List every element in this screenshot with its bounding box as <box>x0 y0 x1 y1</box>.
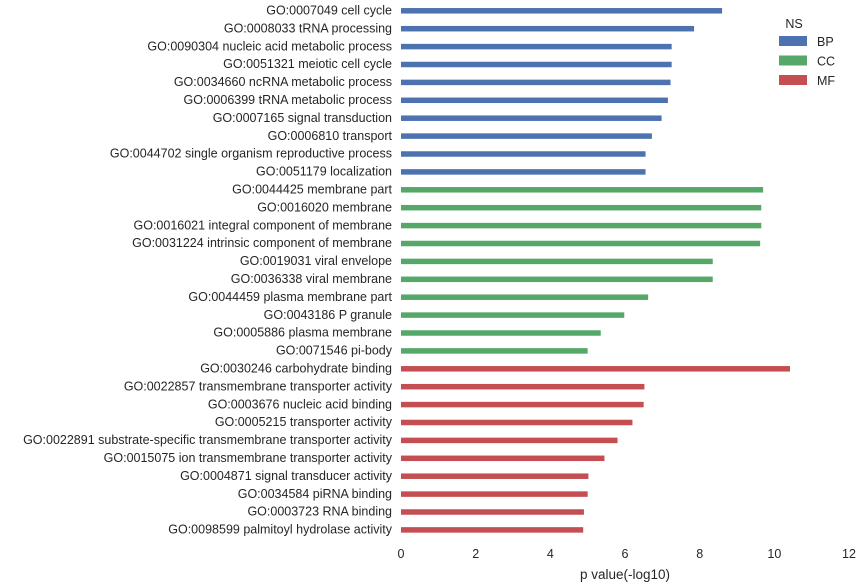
bar-mf <box>401 455 605 462</box>
bar-cc <box>401 348 588 354</box>
legend-label-cc: CC <box>817 55 835 69</box>
category-label: GO:0015075 ion transmembrane transporter… <box>104 451 393 465</box>
bar-bp <box>401 43 672 50</box>
bar-cc <box>401 187 764 193</box>
bar-cc <box>401 222 762 229</box>
bar-cc <box>401 276 713 283</box>
legend-swatch-cc <box>779 55 807 66</box>
category-label: GO:0006810 transport <box>268 129 393 143</box>
category-label: GO:0098599 palmitoyl hydrolase activity <box>168 523 392 537</box>
x-axis-title: p value(-log10) <box>580 567 670 582</box>
category-label: GO:0007165 signal transduction <box>213 111 392 125</box>
legend-swatch-mf <box>779 75 807 85</box>
bar-mf <box>401 437 618 444</box>
x-tick-label: 6 <box>622 547 629 561</box>
category-label: GO:0016020 membrane <box>257 200 392 214</box>
bar-bp <box>401 25 695 32</box>
category-label: GO:0005886 plasma membrane <box>213 326 392 340</box>
bar-mf <box>401 419 633 426</box>
bar-mf <box>401 473 589 479</box>
category-label: GO:0004871 signal transducer activity <box>180 469 393 483</box>
category-label: GO:0008033 tRNA processing <box>224 21 392 35</box>
legend-label-bp: BP <box>817 35 834 49</box>
category-label: GO:0031224 intrinsic component of membra… <box>132 236 392 250</box>
category-label: GO:0090304 nucleic acid metabolic proces… <box>147 39 392 53</box>
x-tick-label: 4 <box>547 547 554 561</box>
category-label: GO:0071546 pi-body <box>276 344 393 358</box>
category-label: GO:0007049 cell cycle <box>266 4 392 18</box>
category-label: GO:0044459 plasma membrane part <box>188 290 392 304</box>
x-axis: 0 2 4 6 8 10 12 <box>398 547 856 561</box>
bar-mf <box>401 383 645 390</box>
bar-mf <box>401 527 584 533</box>
bar-bp <box>401 151 646 157</box>
category-label: GO:0022891 substrate-specific transmembr… <box>23 433 393 447</box>
x-tick-label: 12 <box>842 547 856 561</box>
category-label: GO:0016021 integral component of membran… <box>134 218 393 232</box>
bar-bp <box>401 115 662 121</box>
bar-bp <box>401 169 646 175</box>
bar-mf <box>401 366 791 372</box>
legend-swatch-bp <box>779 36 807 46</box>
category-label: GO:0022857 transmembrane transporter act… <box>124 379 393 393</box>
x-tick-label: 2 <box>472 547 479 561</box>
bar-cc <box>401 330 601 336</box>
category-label: GO:0051179 localization <box>256 165 392 179</box>
bar-cc <box>401 204 762 211</box>
bar-bp <box>401 61 672 68</box>
bar-cc <box>401 294 649 300</box>
category-label: GO:0030246 carbohydrate binding <box>200 362 392 376</box>
bar-bp <box>401 79 671 86</box>
bar-cc <box>401 240 761 247</box>
category-label: GO:0051321 meiotic cell cycle <box>223 57 392 71</box>
legend-label-mf: MF <box>817 74 835 88</box>
category-label: GO:0044702 single organism reproductive … <box>110 147 392 161</box>
bar-mf <box>401 401 644 408</box>
bar-bp <box>401 97 668 104</box>
category-label: GO:0006399 tRNA metabolic process <box>184 93 392 107</box>
x-tick-label: 0 <box>398 547 405 561</box>
bar-bp <box>401 8 723 14</box>
category-label: GO:0005215 transporter activity <box>215 415 393 429</box>
category-label: GO:0036338 viral membrane <box>231 272 392 286</box>
category-label: GO:0019031 viral envelope <box>240 254 392 268</box>
bar-cc <box>401 312 625 318</box>
bar-mf <box>401 491 588 497</box>
bars <box>401 8 791 533</box>
category-label: GO:0034584 piRNA binding <box>238 487 392 501</box>
bar-cc <box>401 258 713 265</box>
category-label: GO:0044425 membrane part <box>232 183 392 197</box>
category-label: GO:0034660 ncRNA metabolic process <box>174 75 392 89</box>
bar-mf <box>401 509 584 515</box>
x-tick-label: 8 <box>696 547 703 561</box>
category-label: GO:0003676 nucleic acid binding <box>208 397 392 411</box>
category-label: GO:0043186 P granule <box>264 308 392 322</box>
legend: NS BP CC MF <box>779 17 835 88</box>
bar-bp <box>401 133 652 139</box>
category-label: GO:0003723 RNA binding <box>247 505 392 519</box>
legend-title: NS <box>785 17 802 31</box>
x-tick-label: 10 <box>767 547 781 561</box>
category-labels: GO:0007049 cell cycle GO:0008033 tRNA pro… <box>23 4 393 537</box>
